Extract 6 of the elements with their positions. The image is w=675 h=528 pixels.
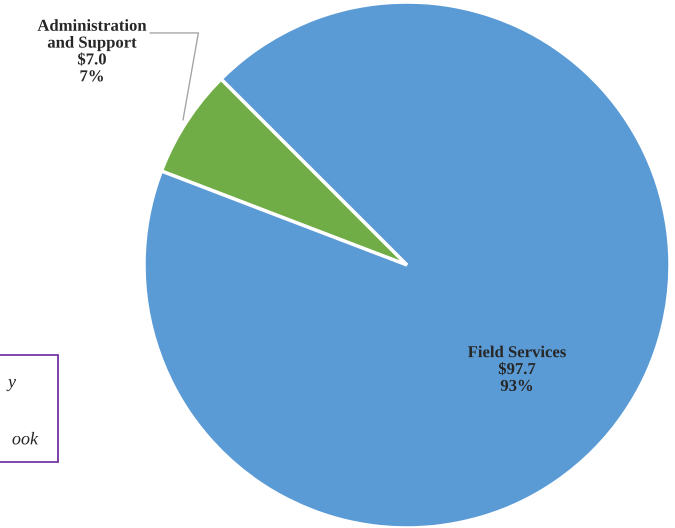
slice-label: Administration and Support — [38, 19, 146, 52]
data-label: $97.7 93% — [498, 362, 536, 392]
slice-label: Field Services — [468, 346, 566, 358]
text: ook — [12, 432, 38, 445]
data-label: $7.0 7% — [78, 52, 106, 82]
text: y — [6, 379, 16, 392]
